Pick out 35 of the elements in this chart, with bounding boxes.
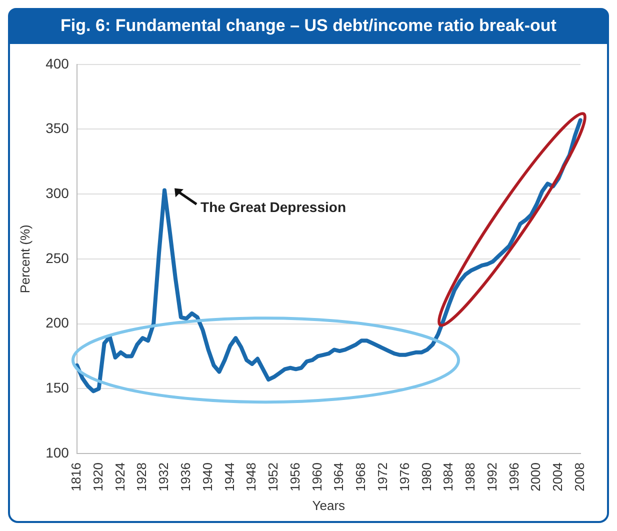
x-tick-label: 1920 [90, 462, 106, 492]
y-tick-label: 300 [46, 184, 70, 201]
y-axis-title: Percent (%) [17, 224, 32, 294]
y-tick-label: 100 [46, 444, 70, 460]
x-tick-label: 2000 [528, 462, 544, 492]
x-tick-label: 2008 [572, 462, 587, 492]
x-tick-label: 1976 [396, 462, 412, 492]
x-tick-label: 1956 [287, 462, 302, 492]
x-tick-label: 1948 [244, 462, 259, 492]
x-tick-label: 1972 [374, 462, 390, 492]
x-tick-label: 1944 [222, 462, 237, 492]
x-tick-label: 1984 [440, 462, 456, 492]
x-tick-label: 1988 [462, 462, 478, 492]
x-tick-label: 1960 [309, 462, 324, 492]
x-tick-label: 1968 [353, 462, 368, 492]
x-tick-label: 1964 [331, 462, 346, 492]
x-tick-label: 1992 [484, 462, 500, 492]
x-tick-label: 2004 [550, 462, 566, 492]
annotation: The Great Depression [200, 199, 346, 216]
chart-title: Fig. 6: Fundamental change – US debt/income ratio break-out [8, 8, 609, 44]
y-tick-label: 200 [46, 314, 70, 331]
y-tick-label: 350 [46, 120, 70, 136]
y-tick-label: 150 [46, 379, 70, 396]
y-tick-label: 400 [46, 55, 70, 72]
x-tick-label: 1996 [506, 462, 522, 492]
y-tick-label: 250 [46, 250, 70, 266]
x-tick-label: 1924 [112, 462, 128, 492]
x-tick-label: 1936 [178, 462, 193, 492]
x-tick-label: 1816 [68, 462, 84, 492]
x-tick-label: 1940 [200, 462, 215, 492]
x-tick-label: 1928 [134, 462, 150, 492]
x-axis-title: Years [312, 498, 346, 513]
x-tick-label: 1980 [418, 462, 434, 492]
x-tick-label: 1932 [156, 462, 172, 492]
x-tick-label: 1952 [266, 462, 281, 492]
